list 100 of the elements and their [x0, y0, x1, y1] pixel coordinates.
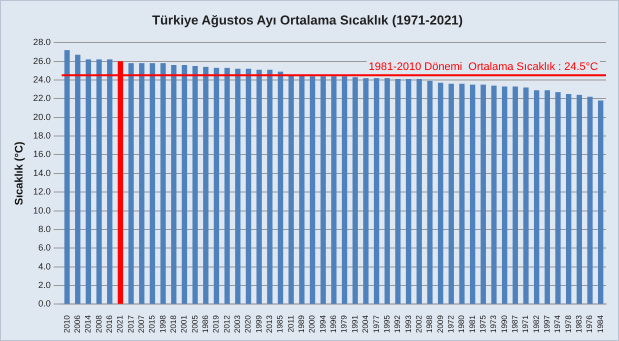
bar [64, 50, 70, 304]
x-tick-label: 2011 [286, 314, 296, 332]
x-tick-label: 1973 [489, 314, 498, 333]
bar [555, 92, 561, 304]
bar [459, 84, 465, 304]
x-tick-label: 2017 [126, 314, 136, 333]
x-tick-label: 1981 [468, 314, 477, 333]
bar [288, 75, 294, 304]
x-tick-label: 1978 [564, 314, 573, 333]
bar [320, 76, 326, 304]
x-tick-label: 2000 [308, 314, 317, 333]
x-tick-label: 1991 [350, 314, 360, 333]
y-tick-label: 10.0 [33, 205, 51, 216]
x-tick-label: 2015 [148, 314, 157, 333]
y-tick-label: 18.0 [33, 130, 51, 141]
bar [256, 70, 262, 304]
y-tick-label: 8.0 [38, 224, 51, 234]
x-tick-label: 2019 [212, 314, 221, 333]
y-tick-label: 20.0 [33, 112, 51, 122]
bar [427, 80, 433, 304]
bar [395, 79, 401, 304]
x-tick-label: 1990 [500, 314, 509, 333]
bar [502, 86, 508, 304]
bar [374, 78, 380, 304]
bar [342, 76, 348, 304]
x-tick-label: 2014 [84, 314, 93, 333]
bar [139, 63, 144, 304]
bar [512, 86, 518, 304]
x-tick-label: 1999 [254, 314, 264, 333]
bar [107, 59, 112, 304]
bar [160, 63, 166, 304]
bar [587, 96, 593, 304]
y-tick-label: 24.0 [33, 74, 51, 84]
x-tick-label: 1992 [393, 314, 402, 333]
bar [128, 63, 134, 304]
bar [480, 84, 486, 304]
x-tick-label: 2013 [265, 314, 274, 333]
bar [331, 76, 337, 304]
x-tick-label: 2018 [168, 314, 178, 333]
bar [310, 76, 316, 304]
x-tick-label: 2021 [116, 314, 125, 333]
bar [363, 78, 369, 304]
bar [192, 66, 198, 304]
x-tick-label: 1976 [585, 314, 594, 333]
ref-line-label: 1981-2010 Dönemi Ortalama Sıcaklık : 24.5°C [368, 60, 598, 73]
x-tick-label: 1988 [425, 314, 434, 333]
x-tick-label: 1983 [574, 314, 584, 333]
x-tick-label: 1977 [372, 314, 381, 333]
bar [278, 72, 284, 304]
x-tick-label: 1994 [318, 314, 328, 333]
x-tick-label: 1982 [532, 314, 541, 333]
bar [448, 84, 454, 304]
bar [384, 78, 390, 304]
x-tick-label: 1997 [542, 314, 552, 333]
x-tick-label: 1985 [276, 314, 285, 333]
bar [267, 70, 272, 304]
x-tick-label: 1993 [404, 314, 413, 333]
x-tick-label: 2012 [222, 314, 232, 333]
bar [96, 59, 102, 304]
x-tick-label: 2005 [190, 314, 200, 333]
x-tick-label: 1980 [457, 314, 466, 333]
bar [214, 68, 220, 304]
chart-title: Türkiye Ağustos Ayı Ortalama Sıcaklık (1971-2021) [152, 12, 463, 28]
bar [406, 79, 412, 304]
x-tick-label: 1996 [329, 314, 338, 333]
y-axis-title: Sıcaklık (°C) [14, 141, 26, 206]
bar [235, 68, 240, 304]
x-tick-label: 1987 [510, 314, 520, 333]
bar [246, 68, 252, 304]
x-tick-label: 2016 [104, 314, 114, 333]
bar [523, 87, 529, 304]
bar [171, 65, 176, 304]
y-tick-label: 14.0 [33, 168, 51, 178]
x-tick-label: 2001 [180, 314, 189, 333]
x-tick-label: 2009 [436, 314, 445, 333]
x-tick-label: 1971 [521, 314, 530, 333]
y-tick-label: 0.0 [38, 298, 51, 309]
bar [75, 54, 80, 304]
bar [438, 82, 444, 304]
y-tick-label: 26.0 [33, 56, 51, 66]
x-tick-label: 1975 [478, 314, 488, 333]
x-tick-label: 1979 [340, 314, 349, 333]
bar [491, 86, 497, 304]
x-tick-label: 1995 [382, 314, 392, 333]
bar [299, 75, 305, 304]
x-tick-label: 2006 [72, 314, 82, 333]
bar [150, 63, 156, 304]
y-tick-label: 12.0 [33, 186, 51, 197]
x-tick-label: 1984 [596, 314, 605, 333]
x-tick-label: 2003 [233, 314, 242, 333]
x-tick-label: 1998 [158, 314, 168, 333]
bar [86, 59, 92, 304]
bar [544, 90, 550, 304]
bar [470, 84, 476, 304]
y-tick-label: 6.0 [38, 242, 51, 253]
y-tick-label: 2.0 [38, 280, 51, 290]
x-tick-label: 2008 [94, 314, 104, 333]
bar [416, 79, 422, 304]
x-tick-label: 1986 [200, 314, 210, 333]
x-tick-label: 2020 [244, 314, 253, 333]
